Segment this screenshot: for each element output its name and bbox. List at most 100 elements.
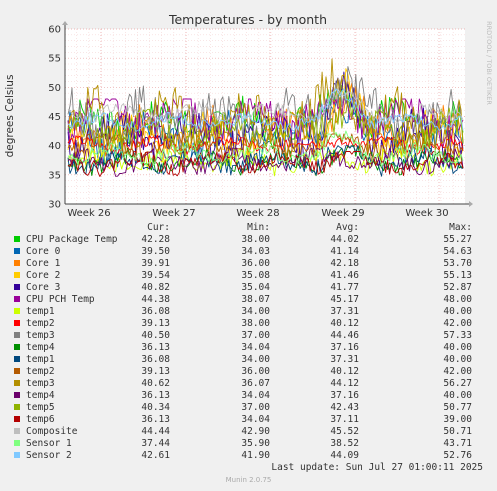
legend-cur: 44.44 bbox=[141, 426, 170, 437]
legend-avg: 40.12 bbox=[330, 318, 359, 329]
col-cur-header: Cur: bbox=[147, 222, 170, 233]
legend-max: 48.00 bbox=[443, 294, 472, 305]
legend-row: CPU PCH Temp 44.38 38.07 45.17 48.00 bbox=[12, 294, 492, 306]
legend-swatch bbox=[14, 344, 20, 350]
y-tick-label: 50 bbox=[48, 83, 61, 94]
legend-avg: 45.17 bbox=[330, 294, 359, 305]
legend-series-name: temp4 bbox=[26, 390, 55, 401]
y-tick-label: 55 bbox=[48, 54, 61, 65]
legend-avg: 44.46 bbox=[330, 330, 359, 341]
legend-swatch bbox=[14, 248, 20, 254]
temperature-chart: Temperatures - by month degrees Celsius … bbox=[4, 12, 493, 219]
legend-avg: 40.12 bbox=[330, 366, 359, 377]
legend-max: 39.00 bbox=[443, 414, 472, 425]
legend-swatch bbox=[14, 308, 20, 314]
legend-cur: 39.50 bbox=[141, 246, 170, 257]
legend-avg: 37.31 bbox=[330, 354, 359, 365]
legend-series-name: Sensor 1 bbox=[26, 438, 72, 449]
legend-swatch bbox=[14, 440, 20, 446]
legend-cur: 40.50 bbox=[141, 330, 170, 341]
legend-series-name: Core 1 bbox=[26, 258, 61, 269]
legend-min: 34.04 bbox=[241, 342, 270, 353]
legend-avg: 38.52 bbox=[330, 438, 359, 449]
series-line bbox=[67, 98, 464, 148]
legend-avg: 41.77 bbox=[330, 282, 359, 293]
legend-avg: 37.31 bbox=[330, 306, 359, 317]
series-line bbox=[67, 151, 464, 177]
last-update: Last update: Sun Jul 27 01:00:11 2025 bbox=[271, 462, 483, 473]
legend-series-name: temp5 bbox=[26, 402, 55, 413]
legend-avg: 41.14 bbox=[330, 246, 359, 257]
legend-min: 38.07 bbox=[241, 294, 270, 305]
legend-swatch bbox=[14, 320, 20, 326]
legend-cur: 40.82 bbox=[141, 282, 170, 293]
legend-avg: 45.52 bbox=[330, 426, 359, 437]
legend-row: temp4 36.13 34.04 37.16 40.00 bbox=[12, 342, 492, 354]
legend-avg: 44.02 bbox=[330, 234, 359, 245]
legend-row: Core 0 39.50 34.03 41.14 54.63 bbox=[12, 246, 492, 258]
legend-cur: 39.91 bbox=[141, 258, 170, 269]
legend-cur: 36.13 bbox=[141, 342, 170, 353]
legend-swatch bbox=[14, 296, 20, 302]
series-line bbox=[67, 88, 464, 132]
legend-min: 34.00 bbox=[241, 306, 270, 317]
legend-series-name: Sensor 2 bbox=[26, 450, 72, 461]
legend-max: 42.00 bbox=[443, 366, 472, 377]
legend-row: temp2 39.13 36.00 40.12 42.00 bbox=[12, 366, 492, 378]
legend-max: 54.63 bbox=[443, 246, 472, 257]
legend-cur: 44.38 bbox=[141, 294, 170, 305]
legend-min: 35.04 bbox=[241, 282, 270, 293]
legend-max: 43.71 bbox=[443, 438, 472, 449]
x-tick-label: Week 28 bbox=[236, 208, 279, 219]
legend-row: CPU Package Temp 42.28 38.00 44.02 55.27 bbox=[12, 234, 492, 246]
legend-table: Cur: Min: Avg: Max: CPU Package Temp 42.2… bbox=[12, 222, 492, 462]
col-avg-header: Avg: bbox=[336, 222, 359, 233]
legend-series-name: temp3 bbox=[26, 330, 55, 341]
axes bbox=[62, 21, 473, 207]
y-tick-label: 35 bbox=[48, 170, 61, 181]
col-min-header: Min: bbox=[247, 222, 270, 233]
legend-min: 37.00 bbox=[241, 330, 270, 341]
legend-series-name: temp2 bbox=[26, 366, 55, 377]
legend-swatch bbox=[14, 368, 20, 374]
legend-series-name: temp1 bbox=[26, 306, 55, 317]
legend-min: 35.90 bbox=[241, 438, 270, 449]
legend-max: 53.70 bbox=[443, 258, 472, 269]
legend-min: 36.00 bbox=[241, 258, 270, 269]
legend-max: 40.00 bbox=[443, 390, 472, 401]
x-tick-label: Week 29 bbox=[321, 208, 364, 219]
legend-min: 38.00 bbox=[241, 318, 270, 329]
y-axis-arrow bbox=[62, 21, 68, 25]
legend-max: 56.27 bbox=[443, 378, 472, 389]
legend-series-name: Core 0 bbox=[26, 246, 61, 257]
y-tick-label: 40 bbox=[48, 141, 61, 152]
legend-swatch bbox=[14, 272, 20, 278]
legend-min: 37.00 bbox=[241, 402, 270, 413]
legend-min: 34.04 bbox=[241, 390, 270, 401]
legend-row: temp3 40.62 36.07 44.12 56.27 bbox=[12, 378, 492, 390]
legend-series-name: temp4 bbox=[26, 342, 55, 353]
x-tick-label: Week 30 bbox=[405, 208, 448, 219]
legend-max: 40.00 bbox=[443, 342, 472, 353]
legend-avg: 37.11 bbox=[330, 414, 359, 425]
legend-cur: 42.61 bbox=[141, 450, 170, 461]
series-line bbox=[67, 145, 464, 177]
legend-max: 55.13 bbox=[443, 270, 472, 281]
legend-avg: 42.18 bbox=[330, 258, 359, 269]
legend-swatch bbox=[14, 416, 20, 422]
y-axis-label: degrees Celsius bbox=[4, 75, 16, 158]
legend-min: 42.90 bbox=[241, 426, 270, 437]
series-line bbox=[67, 147, 464, 177]
legend-avg: 37.16 bbox=[330, 390, 359, 401]
series-line bbox=[67, 66, 464, 154]
munin-version: Munin 2.0.75 bbox=[225, 476, 272, 484]
legend-cur: 40.34 bbox=[141, 402, 170, 413]
legend-max: 57.33 bbox=[443, 330, 472, 341]
legend-cur: 39.13 bbox=[141, 318, 170, 329]
legend-swatch bbox=[14, 236, 20, 242]
legend-row: Core 1 39.91 36.00 42.18 53.70 bbox=[12, 258, 492, 270]
legend-swatch bbox=[14, 404, 20, 410]
series-line bbox=[67, 88, 464, 126]
legend-swatch bbox=[14, 392, 20, 398]
legend-series-name: temp2 bbox=[26, 318, 55, 329]
